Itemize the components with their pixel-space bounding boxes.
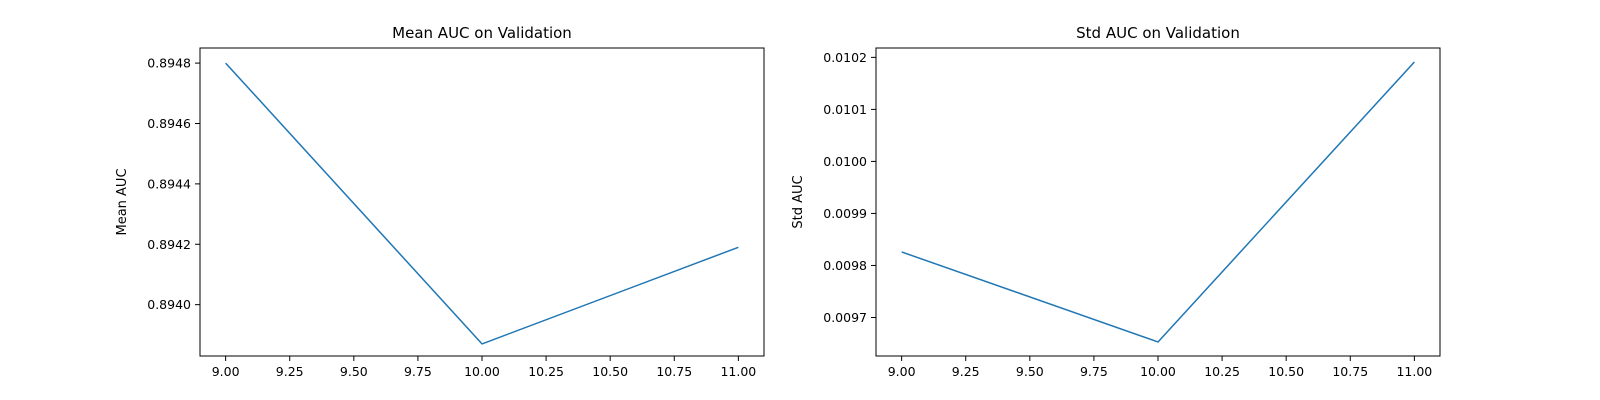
chart-1-x-tick-label: 10.00	[464, 364, 500, 379]
chart-2-y-axis-label: Std AUC	[791, 175, 806, 228]
chart-1-x-tick-label: 9.25	[276, 364, 304, 379]
chart-2-axes-frame	[875, 47, 1441, 357]
chart-1-series-line	[225, 62, 739, 345]
chart-2-y-tick-label: 0.0101	[823, 102, 867, 117]
chart-1-x-tick-label: 9.75	[404, 364, 432, 379]
chart-1-y-axis-label: Mean AUC	[115, 168, 130, 235]
chart-2-x-tick-label: 9.25	[952, 364, 980, 379]
chart-2-y-tick-label: 0.0099	[823, 206, 867, 221]
chart-2-series-line	[901, 61, 1415, 343]
chart-2-x-tick-label: 9.00	[888, 364, 916, 379]
chart-2-x-tick-label: 9.50	[1016, 364, 1044, 379]
chart-2-x-tick-label: 10.00	[1140, 364, 1176, 379]
chart-1-x-tick-label: 10.50	[592, 364, 628, 379]
chart-1-x-tick-label: 9.50	[340, 364, 368, 379]
chart-2-title: Std AUC on Validation	[1076, 24, 1240, 42]
chart-1-x-tick-label: 10.75	[656, 364, 692, 379]
chart-2-x-tick-label: 10.50	[1268, 364, 1304, 379]
chart-1-title: Mean AUC on Validation	[392, 24, 572, 42]
chart-2-x-tick-label: 9.75	[1080, 364, 1108, 379]
chart-1-x-tick-label: 9.00	[212, 364, 240, 379]
chart-1-x-tick-label: 10.25	[528, 364, 564, 379]
chart-1-axes-frame	[199, 47, 765, 357]
chart-2-y-tick-label: 0.0097	[823, 310, 867, 325]
chart-1-y-tick-label: 0.8940	[147, 297, 191, 312]
chart-1-y-tick-label: 0.8946	[147, 116, 191, 131]
chart-1-x-tick-label: 11.00	[720, 364, 756, 379]
chart-2-x-tick-label: 10.25	[1204, 364, 1240, 379]
chart-1-y-tick-label: 0.8942	[147, 237, 191, 252]
chart-2-x-tick-label: 10.75	[1332, 364, 1368, 379]
chart-2: Std AUC on Validation 9.00 9.25 9.50 9.75 10.…	[791, 24, 1441, 379]
chart-1-y-tick-label: 0.8948	[147, 56, 191, 71]
chart-1-y-tick-label: 0.8944	[147, 176, 191, 191]
chart-2-y-tick-label: 0.0102	[823, 50, 867, 65]
chart-1: Mean AUC on Validation 9.00 9.25 9.50 9.75 10…	[115, 24, 765, 379]
chart-2-y-tick-label: 0.0098	[823, 258, 867, 273]
chart-2-x-tick-label: 11.00	[1396, 364, 1432, 379]
chart-2-y-tick-label: 0.0100	[823, 154, 867, 169]
